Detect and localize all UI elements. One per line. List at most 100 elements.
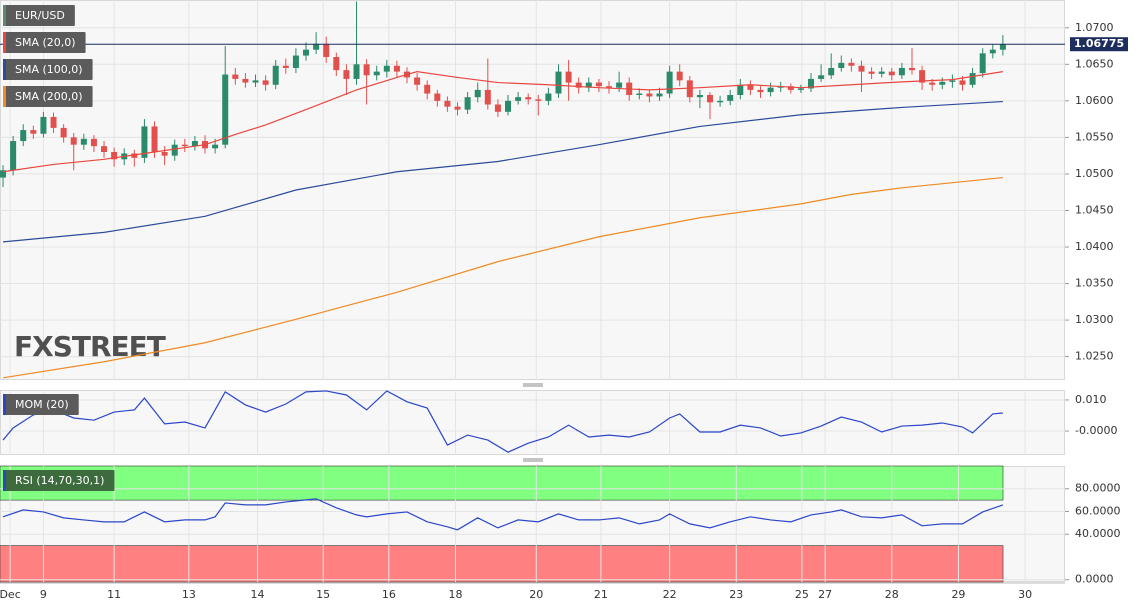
candle-body xyxy=(919,70,926,83)
candle-body xyxy=(666,71,673,94)
legend-label: MOM (20) xyxy=(15,398,69,411)
candle-body xyxy=(929,82,936,85)
indicator-line xyxy=(2,71,1003,173)
candle-body xyxy=(393,65,400,72)
x-tick-label: Dec xyxy=(0,588,21,601)
candle-body xyxy=(373,71,380,76)
candle-body xyxy=(424,84,431,94)
y-tick-label: 1.0650 xyxy=(1075,57,1114,70)
oversold-zone xyxy=(0,545,1004,583)
legend-swatch xyxy=(3,86,6,107)
legend-swatch xyxy=(3,32,6,53)
candle-body xyxy=(767,87,774,93)
y-tick-label: 1.0700 xyxy=(1075,21,1114,34)
candle-body xyxy=(737,84,744,95)
plot-area xyxy=(0,0,1065,380)
candle-body xyxy=(434,93,441,101)
x-tick-label: 22 xyxy=(663,588,677,601)
y-tick-label: 60.0000 xyxy=(1075,504,1121,517)
candle-body xyxy=(878,71,885,74)
candle-body xyxy=(656,93,663,97)
y-tick-label: 1.0550 xyxy=(1075,130,1114,143)
legend-box xyxy=(3,86,93,107)
legend-label: SMA (200,0) xyxy=(15,90,83,103)
candle-body xyxy=(141,126,148,158)
y-tick-label: 1.0600 xyxy=(1075,94,1114,107)
candle-body xyxy=(30,130,37,134)
indicator-line xyxy=(2,498,1004,531)
legend-box xyxy=(3,394,79,415)
candle-body xyxy=(838,62,845,68)
legend-item: SMA (100,0) xyxy=(3,59,93,80)
candle-body xyxy=(282,65,289,68)
y-tick-label: 1.0400 xyxy=(1075,240,1114,253)
candle-body xyxy=(686,80,693,98)
candle-body xyxy=(161,152,168,156)
indicator-line xyxy=(2,100,1003,243)
candle-body xyxy=(90,138,97,147)
candle-body xyxy=(959,80,966,85)
y-tick-label: 1.0300 xyxy=(1075,313,1114,326)
legend-item: SMA (200,0) xyxy=(3,86,93,107)
candle-body xyxy=(171,144,178,156)
candle-body xyxy=(131,153,138,158)
last-price-label: 1.06775 xyxy=(1074,37,1124,50)
legend-item: SMA (20,0) xyxy=(3,32,86,53)
candle-body xyxy=(696,95,703,98)
watermark: FXSTREET xyxy=(14,330,166,363)
candle-body xyxy=(545,93,552,101)
legend-label: SMA (100,0) xyxy=(15,63,83,76)
candle-body xyxy=(50,116,57,128)
candle-body xyxy=(80,138,87,145)
candle-body xyxy=(888,71,895,76)
candle-body xyxy=(111,152,118,160)
candle-body xyxy=(858,65,865,72)
candle-body xyxy=(474,89,481,98)
candle-body xyxy=(676,71,683,81)
candle-body xyxy=(868,71,875,74)
legend-item: MOM (20) xyxy=(3,394,79,415)
candle-body xyxy=(757,89,764,93)
candle-body xyxy=(515,97,522,101)
candle-body xyxy=(535,99,542,101)
candle-body xyxy=(353,64,360,79)
candle-body xyxy=(232,74,239,79)
candle-body xyxy=(585,82,592,88)
y-tick-label: 80.0000 xyxy=(1075,482,1121,495)
y-tick-label: 1.0250 xyxy=(1075,350,1114,363)
x-tick-label: 25 xyxy=(795,588,809,601)
candle-body xyxy=(707,95,713,103)
candle-body xyxy=(818,75,825,79)
candle-body xyxy=(323,43,330,57)
x-tick-label: 18 xyxy=(448,588,462,601)
legend-label: EUR/USD xyxy=(15,9,65,22)
legend-label: SMA (20,0) xyxy=(15,36,76,49)
candle-body xyxy=(606,86,613,88)
candle-body xyxy=(565,71,572,83)
x-tick-label: 20 xyxy=(529,588,543,601)
y-tick-label: 1.0450 xyxy=(1075,203,1114,216)
candle-body xyxy=(303,49,310,56)
candle-body xyxy=(969,73,976,85)
legend-box xyxy=(3,32,86,53)
x-tick-label: 27 xyxy=(818,588,832,601)
candle-body xyxy=(646,93,653,97)
legend-box xyxy=(3,470,115,491)
legend-swatch xyxy=(3,470,6,491)
x-tick-label: 11 xyxy=(107,588,121,601)
overbought-zone xyxy=(0,465,1004,501)
candle-body xyxy=(575,82,582,88)
indicator-line xyxy=(2,176,1003,379)
x-tick-label: 16 xyxy=(382,588,396,601)
candle-body xyxy=(727,95,734,101)
candle-body xyxy=(828,67,835,76)
candle-body xyxy=(60,127,67,138)
legend-swatch xyxy=(3,5,6,26)
candle-body xyxy=(252,80,259,83)
y-tick-label: 40.0000 xyxy=(1075,527,1121,540)
candle-body xyxy=(313,43,320,50)
candle-body xyxy=(505,100,512,112)
candle-body xyxy=(101,146,108,152)
x-tick-label: 13 xyxy=(182,588,196,601)
